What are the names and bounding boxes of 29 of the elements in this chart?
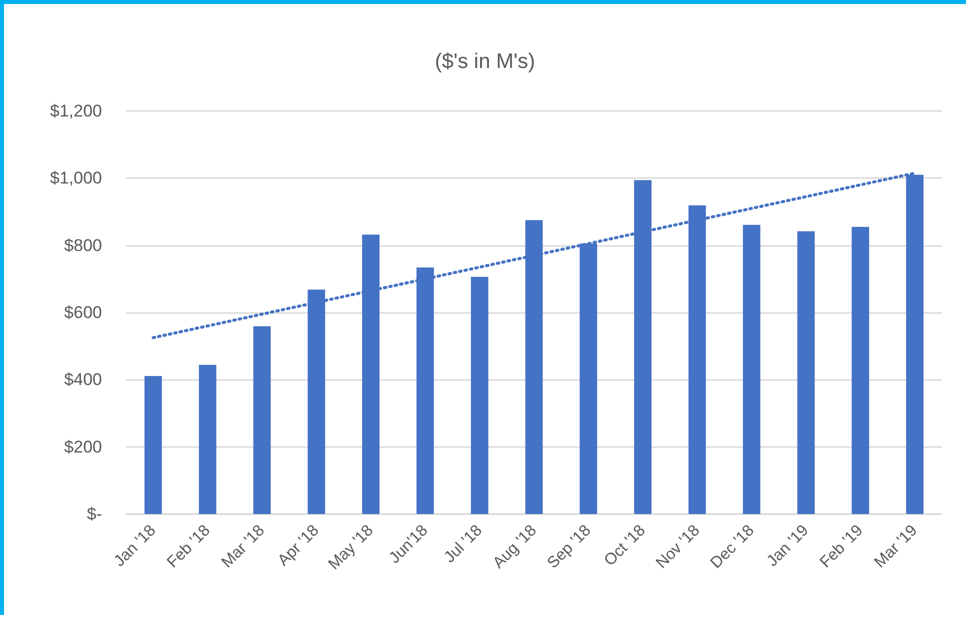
x-tick-label: Oct '18 xyxy=(601,522,649,570)
bar xyxy=(742,224,760,514)
x-tick-label: Jan '19 xyxy=(764,522,812,570)
x-tick-label: Jan '18 xyxy=(111,522,160,570)
x-tick-label: May '18 xyxy=(326,522,377,574)
x-tick-label: Sep '18 xyxy=(544,522,594,572)
bar xyxy=(144,376,162,514)
chart-title: ($'s in M's) xyxy=(434,50,536,73)
x-tick-label: Feb '19 xyxy=(817,522,866,572)
bar xyxy=(198,364,216,514)
bar xyxy=(253,326,271,514)
x-tick-label: Dec '18 xyxy=(708,522,758,572)
bar xyxy=(470,276,488,514)
y-tick-label: $400 xyxy=(64,370,102,390)
bar xyxy=(852,226,870,514)
x-tick-label: Feb '18 xyxy=(164,522,214,572)
y-tick-label: $200 xyxy=(64,437,102,456)
bar xyxy=(797,231,815,514)
y-tick-label: $800 xyxy=(64,236,102,255)
y-tick-label: $600 xyxy=(64,303,102,322)
x-tick-label: Jul '18 xyxy=(441,522,486,566)
x-tick-label: Nov '18 xyxy=(653,522,704,572)
y-tick-label: $1,000 xyxy=(50,168,102,188)
x-tick-label: Mar '19 xyxy=(871,522,921,572)
x-tick-label: Mar '18 xyxy=(218,522,268,572)
y-tick-label: $- xyxy=(86,504,102,524)
x-tick-label: Apr '18 xyxy=(274,522,322,570)
x-tick-label: Aug '18 xyxy=(490,522,540,572)
y-tick-label: $1,200 xyxy=(50,102,102,120)
